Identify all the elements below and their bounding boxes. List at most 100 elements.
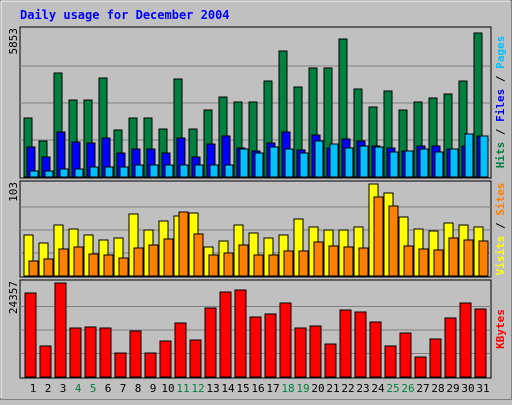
x-tick-label-day-3: 3 bbox=[60, 382, 67, 395]
bar-sites-day-13 bbox=[208, 254, 219, 277]
x-tick-label-day-31: 31 bbox=[476, 382, 489, 395]
bar-pages-day-19 bbox=[299, 152, 309, 178]
bar-sites-day-7 bbox=[118, 257, 129, 277]
bar-kbytes-day-22 bbox=[339, 309, 352, 378]
bar-sites-day-12 bbox=[193, 233, 204, 277]
x-tick-label-day-29: 29 bbox=[446, 382, 459, 395]
legend-slash: / bbox=[494, 216, 507, 236]
bar-kbytes-day-6 bbox=[99, 327, 112, 378]
x-tick-label-day-18: 18 bbox=[281, 382, 294, 395]
bar-sites-day-20 bbox=[313, 241, 324, 277]
bar-pages-day-26 bbox=[404, 150, 414, 178]
x-tick-label-day-13: 13 bbox=[206, 382, 219, 395]
bar-pages-day-13 bbox=[209, 164, 219, 178]
bar-kbytes-day-21 bbox=[324, 343, 337, 378]
bar-kbytes-day-20 bbox=[309, 325, 322, 378]
x-tick-label-day-8: 8 bbox=[135, 382, 142, 395]
bar-sites-day-3 bbox=[58, 248, 69, 277]
bar-sites-day-21 bbox=[328, 245, 339, 277]
x-day-labels: 1 2 3 4 5 6 7 8 9 10 11 12 13 14 15 16 17 18 19 20 21 22 23 24 2… bbox=[30, 382, 490, 395]
legend-pages: Pages bbox=[494, 36, 507, 69]
bar-pages-day-18 bbox=[284, 148, 294, 178]
bar-sites-day-27 bbox=[418, 248, 429, 277]
bar-kbytes-day-24 bbox=[369, 321, 382, 378]
x-tick-label-day-30: 30 bbox=[461, 382, 474, 395]
x-tick-label-day-24: 24 bbox=[371, 382, 385, 395]
x-tick-label-day-11: 11 bbox=[176, 382, 189, 395]
x-tick-label-day-2: 2 bbox=[45, 382, 52, 395]
bar-sites-day-16 bbox=[253, 254, 264, 277]
bar-kbytes-day-27 bbox=[414, 356, 427, 378]
bar-pages-day-24 bbox=[374, 146, 384, 178]
bar-pages-day-11 bbox=[179, 164, 189, 178]
y-max-label: 103 bbox=[7, 182, 20, 202]
bar-sites-day-23 bbox=[358, 247, 369, 277]
bar-kbytes-day-15 bbox=[234, 289, 247, 378]
bar-sites-day-19 bbox=[298, 250, 309, 277]
right-series-labels: Hits / Files / Pages Visits / Sites KBytes bbox=[494, 36, 507, 349]
x-tick-label-day-17: 17 bbox=[266, 382, 279, 395]
bar-kbytes-day-30 bbox=[459, 302, 472, 378]
bar-sites-day-31 bbox=[478, 240, 489, 277]
y-max-label: 24357 bbox=[7, 281, 20, 314]
bar-kbytes-day-31 bbox=[474, 308, 487, 378]
bar-kbytes-day-28 bbox=[429, 338, 442, 378]
bar-pages-day-2 bbox=[44, 170, 54, 178]
bar-pages-day-31 bbox=[479, 135, 489, 178]
bar-pages-day-12 bbox=[194, 164, 204, 178]
bar-kbytes-day-9 bbox=[144, 352, 157, 378]
bar-sites-day-6 bbox=[103, 254, 114, 277]
bar-pages-day-14 bbox=[224, 164, 234, 178]
x-tick-label-day-25: 25 bbox=[386, 382, 399, 395]
right-label-hits-files-pages: Hits / Files / Pages bbox=[494, 36, 507, 169]
bar-sites-day-10 bbox=[163, 238, 174, 277]
bar-pages-day-9 bbox=[149, 164, 159, 178]
legend-sites: Sites bbox=[494, 183, 507, 216]
bar-kbytes-day-26 bbox=[399, 332, 412, 378]
bar-pages-day-1 bbox=[29, 170, 39, 178]
bar-kbytes-day-25 bbox=[384, 345, 397, 378]
x-tick-label-day-23: 23 bbox=[356, 382, 369, 395]
x-tick-label-day-22: 22 bbox=[341, 382, 354, 395]
bar-kbytes-day-13 bbox=[204, 307, 217, 378]
bar-kbytes-day-5 bbox=[84, 326, 97, 378]
bar-pages-day-21 bbox=[329, 143, 339, 178]
legend-visits: Visits bbox=[494, 236, 507, 276]
bar-sites-day-24 bbox=[373, 196, 384, 277]
bar-sites-day-2 bbox=[43, 258, 54, 277]
chart-title: Daily usage for December 2004 bbox=[20, 8, 230, 22]
bar-sites-day-17 bbox=[268, 254, 279, 277]
bar-sites-day-5 bbox=[88, 253, 99, 277]
bar-pages-day-23 bbox=[359, 145, 369, 178]
bar-pages-day-7 bbox=[119, 166, 129, 178]
bar-kbytes-day-3 bbox=[54, 282, 67, 378]
bar-pages-day-20 bbox=[314, 140, 324, 178]
x-tick-label-day-15: 15 bbox=[236, 382, 249, 395]
bar-kbytes-day-4 bbox=[69, 327, 82, 378]
bar-pages-day-5 bbox=[89, 166, 99, 178]
x-tick-label-day-1: 1 bbox=[30, 382, 37, 395]
bar-kbytes-day-7 bbox=[114, 352, 127, 378]
x-tick-label-day-10: 10 bbox=[161, 382, 174, 395]
x-tick-label-day-27: 27 bbox=[416, 382, 429, 395]
bar-marks bbox=[23, 32, 489, 378]
bar-pages-day-17 bbox=[269, 146, 279, 178]
bar-pages-day-22 bbox=[344, 147, 354, 178]
bar-sites-day-15 bbox=[238, 244, 249, 277]
bar-sites-day-1 bbox=[28, 260, 39, 277]
bar-kbytes-day-23 bbox=[354, 311, 367, 378]
bar-sites-day-25 bbox=[388, 205, 399, 277]
bar-sites-day-9 bbox=[148, 244, 159, 277]
legend-hits: Hits bbox=[494, 142, 507, 169]
y-max-labels: 5853 103 24357 bbox=[7, 28, 20, 314]
bar-pages-day-4 bbox=[74, 168, 84, 178]
bar-sites-day-30 bbox=[463, 239, 474, 277]
bar-sites-day-11 bbox=[178, 211, 189, 277]
bar-sites-day-28 bbox=[433, 249, 444, 277]
bar-kbytes-day-11 bbox=[174, 322, 187, 378]
bar-kbytes-day-19 bbox=[294, 327, 307, 378]
right-label-visits-sites: Visits / Sites bbox=[494, 183, 507, 276]
bar-sites-day-29 bbox=[448, 237, 459, 277]
bar-pages-day-25 bbox=[389, 151, 399, 178]
